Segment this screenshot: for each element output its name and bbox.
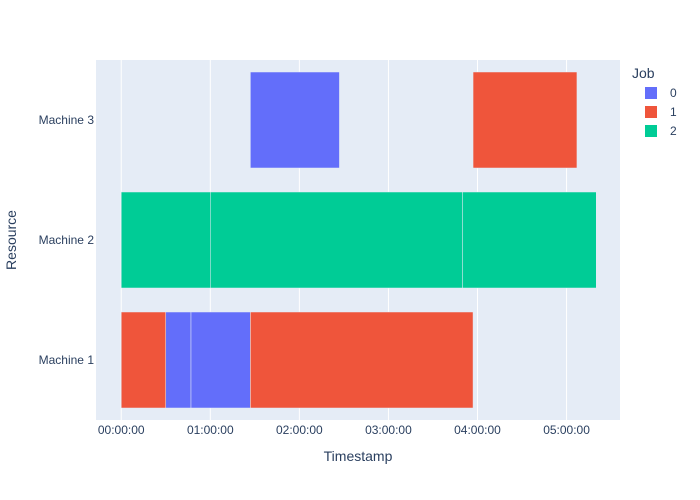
x-tick-label: 01:00:00 xyxy=(187,423,234,437)
y-tick-label: Machine 2 xyxy=(39,233,95,247)
gantt-bar-job-2[interactable] xyxy=(120,191,211,289)
legend-swatch-0[interactable] xyxy=(645,87,657,99)
y-axis-title: Resource xyxy=(3,210,19,270)
x-tick-label: 03:00:00 xyxy=(365,423,412,437)
legend-swatch-1[interactable] xyxy=(645,106,657,118)
x-tick-label: 05:00:00 xyxy=(543,423,590,437)
y-tick-label: Machine 1 xyxy=(39,353,95,367)
x-tick-label: 02:00:00 xyxy=(276,423,323,437)
legend-swatch-2[interactable] xyxy=(645,125,657,137)
x-tick-labels: 00:00:00 01:00:00 02:00:00 03:00:00 04:00:00… xyxy=(98,423,590,437)
gantt-bar-job-0[interactable] xyxy=(250,71,340,169)
legend-label-0: 0 xyxy=(670,86,677,100)
legend: Job 0 1 2 xyxy=(632,65,677,138)
y-tick-label: Machine 3 xyxy=(39,113,95,127)
gantt-bar-job-0[interactable] xyxy=(165,311,192,409)
y-tick-labels: Machine 1 Machine 2 Machine 3 xyxy=(39,113,95,367)
x-tick-label: 00:00:00 xyxy=(98,423,145,437)
gantt-bar-job-1[interactable] xyxy=(120,311,167,409)
gantt-bar-job-0[interactable] xyxy=(190,311,251,409)
gantt-bar-job-1[interactable] xyxy=(250,311,474,409)
gantt-bar-job-2[interactable] xyxy=(462,191,597,289)
x-axis-title: Timestamp xyxy=(324,448,393,464)
gantt-bar-job-1[interactable] xyxy=(472,71,578,169)
legend-label-2: 2 xyxy=(670,124,677,138)
bars xyxy=(120,71,597,409)
gantt-bar-job-2[interactable] xyxy=(210,191,463,289)
x-tick-label: 04:00:00 xyxy=(454,423,501,437)
legend-title: Job xyxy=(632,65,655,81)
legend-label-1: 1 xyxy=(670,105,677,119)
